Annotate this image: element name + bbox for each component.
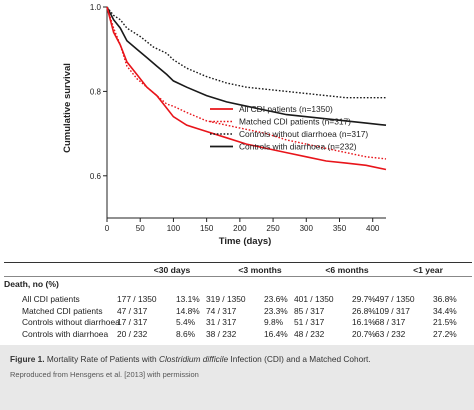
legend-label: Controls with diarrhoea (n=232): [239, 142, 357, 152]
axes: [103, 6, 386, 222]
mortality-table: <30 days <3 months <6 months <1 year Death,…: [0, 258, 474, 348]
survival-chart: 0.6 0.8 1.0 0 50 100 150 200 250 300 350 400 Cumula…: [62, 3, 387, 247]
death-count: 17 / 317: [117, 317, 148, 328]
legend: All CDI patients (n=1350) Matched CDI pat…: [210, 104, 368, 152]
series-line-2: [106, 6, 386, 99]
death-percent: 14.8%: [176, 305, 200, 316]
series-line-3: [106, 6, 387, 126]
row-label: Controls without diarrhoea: [22, 317, 120, 328]
death-count: 177 / 1350: [117, 294, 157, 304]
x-tick-label: 100: [167, 224, 181, 233]
column-header: <1 year: [413, 265, 443, 275]
column-header: <6 months: [325, 265, 369, 275]
caption-source: Reproduced from Hensgens et al. [2013] w…: [10, 370, 199, 379]
series-line-0: [106, 6, 387, 171]
death-count: 47 / 317: [117, 305, 148, 316]
death-count: 48 / 232: [294, 328, 325, 339]
death-count: 74 / 317: [206, 305, 237, 316]
series-line-1: [106, 6, 387, 160]
death-count: 68 / 317: [375, 317, 406, 328]
x-tick-label: 200: [233, 224, 247, 233]
figure-caption: Figure 1. Mortality Rate of Patients wit…: [0, 345, 474, 410]
death-count: 20 / 232: [117, 328, 148, 339]
death-percent: 13.1%: [176, 294, 200, 304]
death-percent: 21.5%: [433, 317, 457, 328]
legend-label: Controls without diarrhoea (n=317): [239, 129, 368, 139]
table-title: Death, no (%): [4, 279, 59, 289]
death-count: 85 / 317: [294, 305, 325, 316]
death-count: 51 / 317: [294, 317, 325, 328]
death-count: 63 / 232: [375, 328, 406, 339]
death-percent: 29.7%: [352, 294, 376, 304]
tick-labels: 0.6 0.8 1.0 0 50 100 150 200 250 300 350 400: [90, 3, 380, 233]
header-rule: [4, 276, 472, 277]
death-percent: 27.2%: [433, 328, 457, 339]
row-label: Controls with diarrhoea: [22, 328, 109, 339]
x-tick-label: 50: [136, 224, 145, 233]
caption-text-2: Infection (CDI) and a Matched Cohort.: [228, 354, 371, 364]
table-top-rule: [4, 262, 472, 263]
death-percent: 23.3%: [264, 305, 288, 316]
death-percent: 16.1%: [352, 317, 376, 328]
row-label: All CDI patients: [22, 294, 80, 304]
death-percent: 34.4%: [433, 305, 457, 316]
x-axis-label: Time (days): [219, 236, 272, 247]
series-lines: [106, 6, 387, 171]
death-count: 401 / 1350: [294, 294, 334, 304]
death-percent: 8.6%: [176, 328, 196, 339]
death-count: 319 / 1350: [206, 294, 246, 304]
death-percent: 9.8%: [264, 317, 284, 328]
x-tick-label: 400: [366, 224, 380, 233]
caption-text-1: Mortality Rate of Patients with: [46, 354, 159, 364]
death-count: 38 / 232: [206, 328, 237, 339]
death-count: 109 / 317: [375, 305, 410, 316]
death-count: 31 / 317: [206, 317, 237, 328]
y-tick-label: 1.0: [90, 3, 102, 12]
y-tick-label: 0.6: [90, 172, 102, 181]
death-percent: 26.8%: [352, 305, 376, 316]
legend-label: Matched CDI patients (n=317): [239, 117, 351, 127]
x-tick-label: 300: [300, 224, 314, 233]
y-axis-label: Cumulative survival: [62, 63, 73, 153]
death-count: 497 / 1350: [375, 294, 415, 304]
caption-title: Figure 1. Mortality Rate of Patients wit…: [10, 354, 371, 364]
row-label: Matched CDI patients: [22, 305, 103, 316]
x-tick-label: 350: [333, 224, 347, 233]
figure-label: Figure 1.: [10, 354, 45, 364]
caption-italic: Clostridium difficile: [158, 354, 229, 364]
y-tick-label: 0.8: [90, 87, 102, 96]
death-percent: 23.6%: [264, 294, 288, 304]
death-percent: 5.4%: [176, 317, 196, 328]
x-tick-label: 250: [266, 224, 280, 233]
death-percent: 36.8%: [433, 294, 457, 304]
legend-label: All CDI patients (n=1350): [239, 104, 333, 114]
death-percent: 20.7%: [352, 328, 376, 339]
column-header: <3 months: [238, 265, 282, 275]
x-tick-label: 0: [105, 224, 110, 233]
column-header: <30 days: [153, 265, 191, 275]
death-percent: 16.4%: [264, 328, 288, 339]
x-tick-label: 150: [200, 224, 214, 233]
